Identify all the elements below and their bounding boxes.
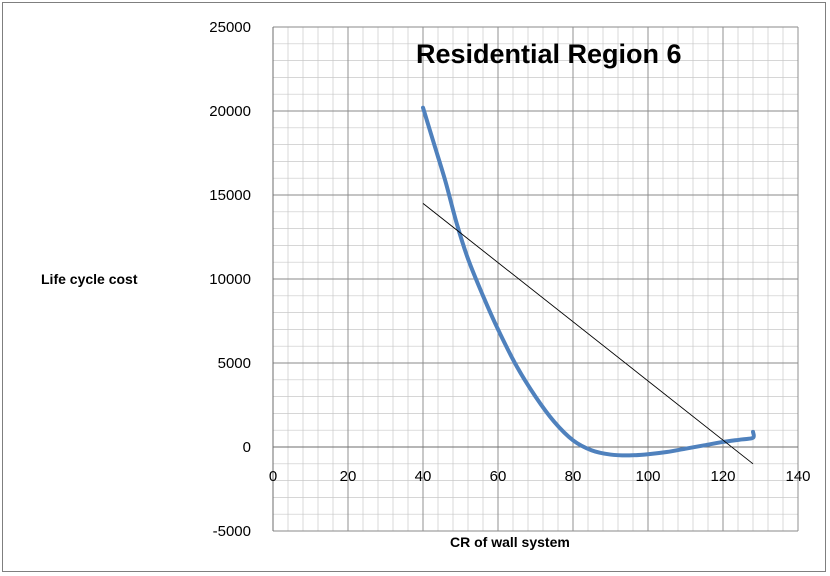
chart-svg: 25000 20000 15000 10000 5000 0 -5000 0 20 40 60 80… xyxy=(41,19,811,550)
y-tick-label: 5000 xyxy=(218,355,251,372)
y-tick-label: 25000 xyxy=(209,19,251,36)
x-tick-label: 120 xyxy=(710,468,735,485)
y-tick-label: 15000 xyxy=(209,187,251,204)
x-tick-labels: 0 20 40 60 80 100 120 140 xyxy=(269,468,811,485)
x-axis-title: CR of wall system xyxy=(450,534,570,550)
x-tick-label: 40 xyxy=(415,468,432,485)
x-tick-label: 80 xyxy=(565,468,582,485)
y-tick-label: 10000 xyxy=(209,271,251,288)
y-tick-labels: 25000 20000 15000 10000 5000 0 -5000 xyxy=(209,19,251,540)
series-curve-thick xyxy=(421,105,756,458)
x-tick-label: 100 xyxy=(635,468,660,485)
y-tick-label: 20000 xyxy=(209,103,251,120)
x-tick-label: 20 xyxy=(340,468,357,485)
y-axis-title: Life cycle cost xyxy=(41,271,138,287)
grid-major xyxy=(272,26,799,532)
y-tick-label: 0 xyxy=(243,439,251,456)
x-tick-label: 140 xyxy=(785,468,810,485)
series-line-thin xyxy=(422,203,754,465)
series-layer xyxy=(421,105,756,465)
axes xyxy=(272,27,798,531)
x-tick-label: 60 xyxy=(490,468,507,485)
chart-title: Residential Region 6 xyxy=(416,39,682,69)
y-tick-label: -5000 xyxy=(213,523,251,540)
x-tick-label: 0 xyxy=(269,468,277,485)
